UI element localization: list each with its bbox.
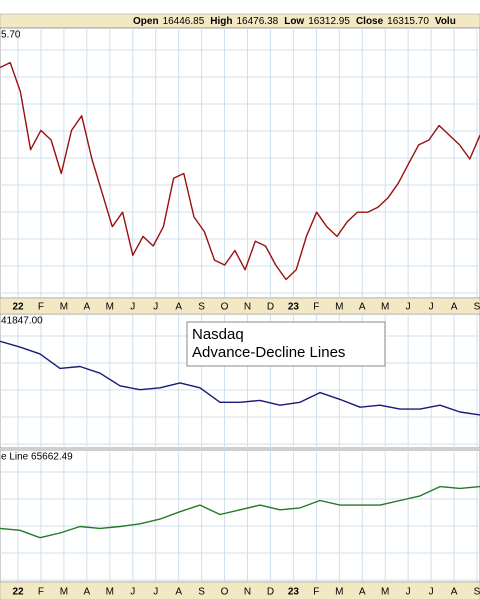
x-tick-label: M <box>381 587 389 598</box>
annotation-line: Advance-Decline Lines <box>192 344 345 361</box>
data-line <box>0 340 480 416</box>
x-tick-label: A <box>359 302 366 313</box>
plots: 5.70 41847.00 e Line 65662.49 22 F M A M J J A S O N D… <box>0 27 480 600</box>
x-tick-label: F <box>38 587 44 598</box>
x-tick-label: A <box>359 587 366 598</box>
panel-label: e Line 65662.49 <box>1 452 73 463</box>
x-tick-label: M <box>60 302 68 313</box>
panel-label: 41847.00 <box>1 316 43 327</box>
x-tick-label: S <box>198 587 205 598</box>
x-tick-label: N <box>244 302 251 313</box>
x-tick-label: J <box>153 302 158 313</box>
x-tick-label: D <box>267 587 274 598</box>
x-tick-label: 23 <box>288 302 300 313</box>
x-axis-bar <box>0 581 480 600</box>
header-value: 16312.95 <box>308 16 350 27</box>
annotation-box <box>186 321 386 367</box>
header-value: 16315.70 <box>387 16 429 27</box>
x-tick-label: M <box>106 587 114 598</box>
x-tick-label: O <box>221 302 229 313</box>
x-tick-label: S <box>474 302 480 313</box>
x-tick-label: 23 <box>288 587 300 598</box>
x-tick-label: J <box>406 302 411 313</box>
x-tick-label: J <box>406 587 411 598</box>
x-tick-label: M <box>335 302 343 313</box>
x-tick-label: 22 <box>12 587 24 598</box>
x-tick-label: F <box>313 587 319 598</box>
annotation-line: Nasdaq <box>192 326 244 343</box>
data-line <box>0 61 480 281</box>
x-tick-label: 22 <box>12 302 24 313</box>
x-tick-label: A <box>84 587 91 598</box>
x-tick-label: S <box>474 587 480 598</box>
x-tick-label: M <box>106 302 114 313</box>
header-text: Open 16446.85 High 16476.38 Low 16312.95 Close… <box>133 16 456 27</box>
x-tick-label: A <box>451 587 458 598</box>
x-tick-label: J <box>130 587 135 598</box>
header-label: High <box>210 16 232 27</box>
header-label: Volu <box>435 16 456 27</box>
x-tick-label: O <box>221 587 229 598</box>
x-tick-label: F <box>38 302 44 313</box>
header-label: Open <box>133 16 159 27</box>
x-tick-label: A <box>175 587 182 598</box>
x-tick-label: M <box>60 587 68 598</box>
x-tick-label: S <box>198 302 205 313</box>
panel-label: 5.70 <box>1 30 21 41</box>
x-tick-label: A <box>84 302 91 313</box>
x-tick-label: J <box>429 587 434 598</box>
x-tick-label: M <box>335 587 343 598</box>
x-tick-label: J <box>429 302 434 313</box>
header-value: 16476.38 <box>237 16 279 27</box>
header-label: Low <box>284 16 304 27</box>
x-tick-label: D <box>267 302 274 313</box>
x-tick-label: F <box>313 302 319 313</box>
data-line <box>0 485 480 539</box>
x-tick-label: J <box>130 302 135 313</box>
header-value: 16446.85 <box>163 16 205 27</box>
x-axis-bar <box>0 297 480 315</box>
x-tick-label: M <box>381 302 389 313</box>
x-tick-label: N <box>244 587 251 598</box>
panel-bg <box>0 27 480 299</box>
header-label: Close <box>356 16 384 27</box>
x-tick-label: A <box>451 302 458 313</box>
x-tick-label: A <box>175 302 182 313</box>
x-tick-label: J <box>153 587 158 598</box>
